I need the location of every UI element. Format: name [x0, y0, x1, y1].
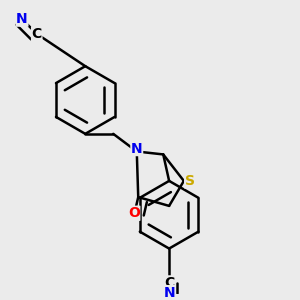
Text: N: N — [131, 142, 142, 155]
Text: N: N — [163, 286, 175, 300]
Text: C: C — [32, 27, 42, 41]
Text: S: S — [185, 174, 195, 188]
Text: O: O — [128, 206, 140, 220]
Text: N: N — [16, 12, 28, 26]
Text: C: C — [164, 276, 174, 290]
